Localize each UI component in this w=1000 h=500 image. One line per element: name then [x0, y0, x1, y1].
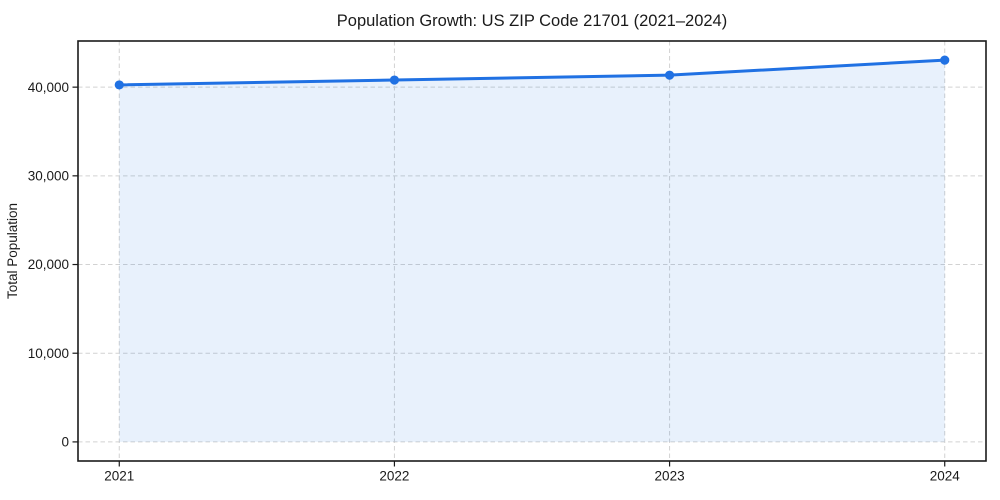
tick-label-layer: 0 10,000 20,000 30,000 40,000 2021 2022 2023 202… [28, 80, 961, 484]
x-tick-label: 2021 [104, 469, 134, 484]
y-axis-label: Total Population [5, 203, 20, 299]
data-point-2023 [664, 70, 675, 80]
x-tick-label: 2022 [379, 469, 409, 484]
y-tick-label: 0 [61, 435, 69, 450]
y-tick-label: 10,000 [28, 346, 69, 361]
plot-frame [77, 40, 987, 462]
data-point-2022 [389, 75, 400, 85]
data-point-2021 [114, 80, 124, 90]
line-layer [117, 58, 947, 87]
y-tick-label: 20,000 [28, 257, 69, 272]
grid-layer [78, 41, 986, 461]
x-tick-label: 2023 [655, 469, 685, 484]
area-fill-layer [119, 60, 945, 442]
area-fill [119, 60, 945, 442]
population-line [117, 58, 947, 87]
y-tick-label: 30,000 [28, 169, 69, 184]
chart-title: Population Growth: US ZIP Code 21701 (20… [337, 12, 727, 30]
tick-layer [72, 86, 946, 467]
data-point-2024 [940, 55, 950, 65]
x-tick-label: 2024 [930, 469, 961, 484]
marker-layer [114, 55, 950, 90]
y-tick-label: 40,000 [28, 80, 69, 95]
